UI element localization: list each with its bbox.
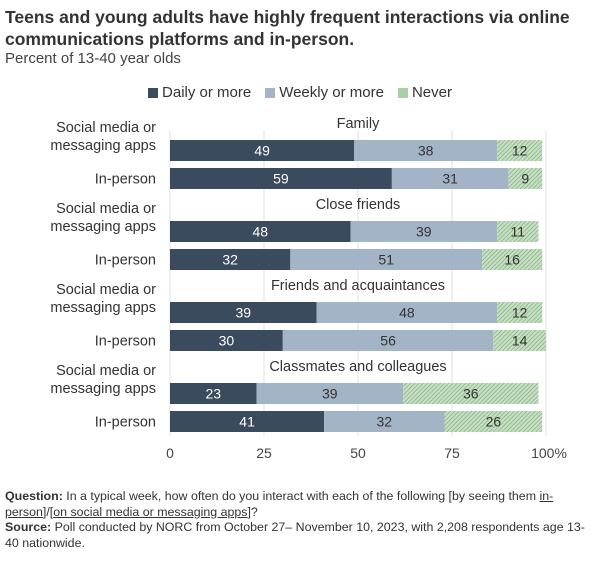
data-label: 16	[504, 252, 520, 268]
x-tick-label: 25	[256, 445, 272, 461]
question-label: Question:	[5, 489, 63, 503]
data-label: 30	[219, 333, 235, 349]
row-label-1-0: Social media or messaging apps	[50, 201, 156, 235]
bar-segment-never	[497, 221, 539, 242]
bar-segment-never	[493, 330, 546, 351]
data-label: 11	[511, 224, 526, 240]
legend-swatch-daily	[148, 87, 159, 98]
bar-segment-weekly-or-more	[391, 168, 509, 189]
data-label: 12	[512, 143, 528, 159]
row-label-line: messaging apps	[50, 219, 156, 235]
bar-segment-daily-or-more	[170, 249, 291, 270]
bar-segment-weekly-or-more	[350, 221, 498, 242]
data-label: 9	[521, 171, 529, 187]
row-label-line: messaging apps	[50, 381, 156, 397]
bar-segment-never	[508, 168, 543, 189]
data-label: 39	[236, 305, 252, 321]
question-option-in-person: in-person	[5, 489, 554, 519]
legend-label-never: Never	[411, 84, 452, 101]
bar-segment-daily-or-more	[170, 140, 355, 161]
legend-item-daily: Daily or more	[148, 84, 251, 101]
question-end: ]?	[247, 504, 258, 519]
bar-segment-daily-or-more	[170, 221, 351, 242]
row-label-line: Social media or	[56, 282, 156, 298]
data-label: 31	[442, 171, 458, 187]
row-label-line: messaging apps	[50, 138, 156, 154]
bar-segment-weekly-or-more	[256, 383, 404, 404]
data-label: 51	[378, 252, 394, 268]
row-label-line: Social media or	[56, 363, 156, 379]
data-label: 23	[205, 386, 221, 402]
x-tick-label: 100%	[531, 445, 567, 461]
data-label: 56	[380, 333, 396, 349]
source-label: Source:	[5, 520, 52, 534]
legend: Daily or more Weekly or more Never	[0, 84, 600, 101]
row-label-line: Social media or	[56, 201, 156, 217]
data-label: 48	[252, 224, 268, 240]
row-label-0-1: In-person	[95, 172, 156, 188]
bar-segment-weekly-or-more	[316, 302, 498, 323]
footer: Question: In a typical week, how often d…	[5, 489, 595, 551]
chart-subtitle: Percent of 13-40 year olds	[5, 50, 181, 67]
bar-segment-weekly-or-more	[324, 411, 445, 432]
bar-segment-daily-or-more	[170, 302, 317, 323]
bar-segment-never	[403, 383, 539, 404]
group-title-close-friends: Close friends	[316, 197, 401, 213]
data-label: 26	[486, 414, 502, 430]
row-label-2-0: Social media or messaging apps	[50, 282, 156, 316]
bar-segment-weekly-or-more	[354, 140, 498, 161]
question-option-online: on social media or messaging apps	[53, 504, 248, 519]
legend-swatch-never	[397, 87, 408, 98]
row-label-3-1: In-person	[95, 415, 156, 431]
data-label: 32	[377, 414, 393, 430]
bar-segment-daily-or-more	[170, 330, 283, 351]
x-tick-label: 50	[350, 445, 366, 461]
stacked-bar-chart: Family Social media or messaging apps 49 38 1…	[50, 116, 567, 461]
data-label: 41	[239, 414, 255, 430]
bar-segment-weekly-or-more	[290, 249, 483, 270]
bar-segment-weekly-or-more	[282, 330, 494, 351]
row-label-line: messaging apps	[50, 300, 156, 316]
data-label: 48	[399, 305, 415, 321]
bar-segment-daily-or-more	[170, 168, 392, 189]
data-label: 36	[463, 386, 479, 402]
group-title-family: Family	[337, 116, 380, 132]
bar-segment-daily-or-more	[170, 411, 325, 432]
question-text: In a typical week, how often do you inte…	[66, 489, 537, 503]
bar-segment-never	[482, 249, 543, 270]
bar-segment-never	[497, 140, 543, 161]
row-label-3-0: Social media or messaging apps	[50, 363, 156, 397]
chart-title: Teens and young adults have highly frequ…	[5, 7, 570, 49]
legend-label-weekly: Weekly or more	[279, 84, 384, 101]
legend-item-weekly: Weekly or more	[265, 84, 384, 101]
row-label-0-0: Social media or messaging apps	[50, 120, 156, 154]
legend-label-daily: Daily or more	[162, 84, 252, 101]
legend-item-never: Never	[397, 84, 452, 101]
data-label: 12	[512, 305, 528, 321]
question-note: Question: In a typical week, how often d…	[5, 489, 595, 520]
data-label: 14	[512, 333, 528, 349]
x-tick-label: 75	[444, 445, 460, 461]
bar-segment-never	[497, 302, 543, 323]
data-label: 49	[254, 143, 270, 159]
data-label: 39	[322, 386, 338, 402]
x-tick-label: 0	[166, 445, 174, 461]
row-label-1-1: In-person	[95, 253, 156, 269]
row-label-line: Social media or	[56, 120, 156, 136]
group-title-classmates-and-colleagues: Classmates and colleagues	[269, 359, 446, 375]
data-label: 39	[416, 224, 432, 240]
data-label: 59	[273, 171, 289, 187]
row-label-2-1: In-person	[95, 334, 156, 350]
bar-segment-daily-or-more	[170, 383, 257, 404]
group-title-friends-and-acquaintances: Friends and acquaintances	[271, 278, 445, 294]
data-label: 32	[222, 252, 238, 268]
data-label: 38	[418, 143, 434, 159]
source-text: Poll conducted by NORC from October 27– …	[5, 520, 585, 550]
bar-segment-never	[444, 411, 543, 432]
legend-swatch-weekly	[265, 87, 276, 98]
source-note: Source: Poll conducted by NORC from Octo…	[5, 520, 595, 551]
question-separator: ]/[	[42, 504, 54, 519]
